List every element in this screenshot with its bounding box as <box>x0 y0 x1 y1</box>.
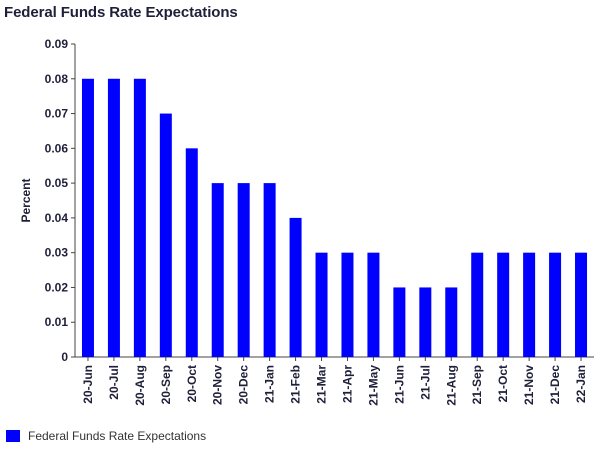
y-tick-label: 0.06 <box>45 141 69 155</box>
chart-title: Federal Funds Rate Expectations <box>4 4 238 21</box>
bar-20-Sep <box>159 113 172 357</box>
x-tick-label: 21-Apr <box>340 365 354 403</box>
bar-21-Jun <box>393 287 406 357</box>
y-axis-label: Percent <box>19 178 33 222</box>
bar-21-Feb <box>289 217 302 357</box>
x-tick-label: 20-Aug <box>133 365 147 406</box>
y-tick-label: 0.09 <box>45 37 69 51</box>
x-tick-label: 20-Jun <box>81 365 95 404</box>
bar-21-Sep <box>471 252 484 357</box>
bar-20-Nov <box>211 183 224 357</box>
x-tick-label: 21-Aug <box>444 365 458 406</box>
bar-20-Jul <box>107 78 120 358</box>
x-tick-label: 21-Oct <box>496 365 510 402</box>
x-tick-label: 20-Sep <box>159 365 173 404</box>
bar-21-Nov <box>523 252 536 357</box>
x-tick-label: 20-Nov <box>211 365 225 405</box>
x-tick-label: 21-Jul <box>418 365 432 400</box>
bar-21-Aug <box>445 287 458 357</box>
x-tick-label: 21-Jan <box>263 365 277 403</box>
x-tick-label: 20-Jul <box>107 365 121 400</box>
x-tick-label: 21-Dec <box>548 365 562 405</box>
x-tick-label: 22-Jan <box>574 365 588 403</box>
bar-21-May <box>367 252 380 357</box>
x-tick-label: 20-Dec <box>237 365 251 405</box>
y-tick-label: 0 <box>61 350 68 364</box>
y-tick-label: 0.05 <box>45 176 69 190</box>
legend-swatch <box>6 430 20 442</box>
bar-21-Oct <box>497 252 510 357</box>
x-tick-label: 21-Sep <box>470 365 484 404</box>
x-tick-label: 20-Oct <box>185 365 199 402</box>
y-tick-label: 0.08 <box>45 72 69 86</box>
bar-21-Jul <box>419 287 432 357</box>
y-tick-label: 0.01 <box>45 315 69 329</box>
legend: Federal Funds Rate Expectations <box>6 428 206 444</box>
x-tick-label: 21-Jun <box>392 365 406 404</box>
bar-20-Dec <box>237 183 250 357</box>
y-tick-label: 0.02 <box>45 280 69 294</box>
x-tick-label: 21-Nov <box>522 365 536 405</box>
bar-21-Mar <box>315 252 328 357</box>
y-tick-label: 0.07 <box>45 107 69 121</box>
bar-22-Jan <box>575 252 588 357</box>
bar-20-Oct <box>185 148 198 357</box>
x-tick-label: 21-Feb <box>289 365 303 404</box>
y-tick-label: 0.03 <box>45 246 69 260</box>
y-tick-label: 0.04 <box>45 211 69 225</box>
bar-21-Jan <box>263 183 276 357</box>
legend-label: Federal Funds Rate Expectations <box>28 429 207 443</box>
x-tick-label: 21-May <box>366 365 380 406</box>
bar-21-Apr <box>341 252 354 357</box>
x-tick-label: 21-Mar <box>315 365 329 404</box>
bar-20-Jun <box>81 78 94 358</box>
bar-21-Dec <box>549 252 562 357</box>
bar-20-Aug <box>133 78 146 358</box>
